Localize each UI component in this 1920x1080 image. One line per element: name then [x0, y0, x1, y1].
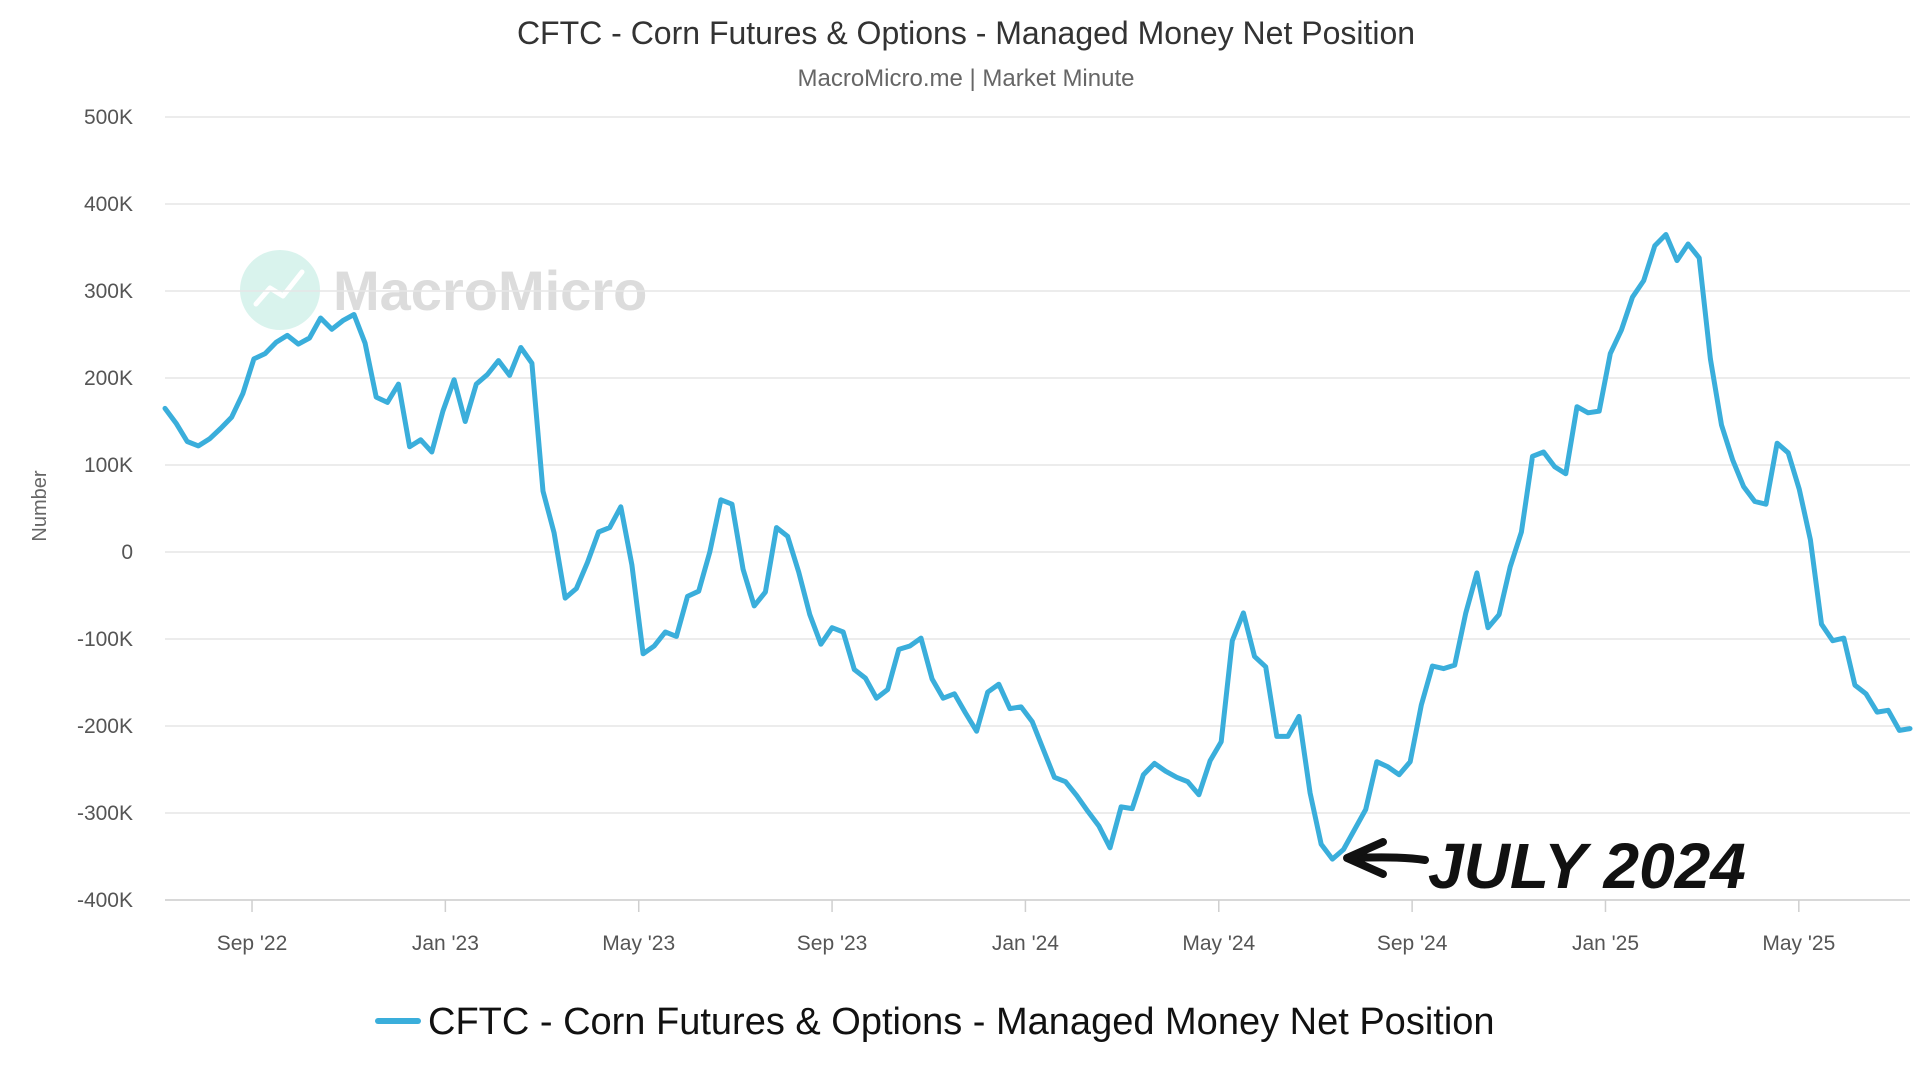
x-tick-label: Sep '24 — [1377, 932, 1448, 955]
y-tick-label: -200K — [77, 715, 133, 738]
x-tick-label: Jan '25 — [1572, 932, 1639, 955]
y-tick-label: 0 — [121, 541, 133, 564]
annotation-july-2024: JULY 2024 — [1343, 830, 1746, 902]
y-axis-ticks: 500K 400K 300K 200K 100K 0 -100K -200K -300K -400… — [77, 106, 133, 912]
legend-label: CFTC - Corn Futures & Options - Managed … — [428, 1001, 1495, 1043]
y-tick-label: 500K — [84, 106, 133, 129]
y-tick-label: 100K — [84, 454, 133, 477]
y-tick-label: -400K — [77, 889, 133, 912]
x-axis-ticks: Sep '22 Jan '23 May '23 Sep '23 Jan '24 May '… — [217, 900, 1835, 955]
annotation-text: JULY 2024 — [1428, 830, 1746, 902]
x-tick-label: May '25 — [1762, 932, 1835, 955]
x-tick-label: Sep '22 — [217, 932, 288, 955]
annotation-arrowhead — [1343, 838, 1387, 878]
watermark: MacroMicro — [240, 250, 647, 330]
x-tick-label: May '23 — [602, 932, 675, 955]
annotation-arrow — [1348, 853, 1429, 864]
chart-trend-icon — [240, 250, 320, 330]
y-axis-label: Number — [29, 470, 51, 541]
x-tick-label: May '24 — [1182, 932, 1255, 955]
x-tick-label: Jan '24 — [992, 932, 1059, 955]
y-tick-label: -100K — [77, 628, 133, 651]
x-tick-label: Sep '23 — [797, 932, 868, 955]
y-tick-label: 300K — [84, 280, 133, 303]
series — [162, 232, 1913, 862]
series-line — [162, 232, 1913, 862]
y-tick-label: -300K — [77, 802, 133, 825]
chart-subtitle: MacroMicro.me | Market Minute — [798, 65, 1135, 92]
legend[interactable]: CFTC - Corn Futures & Options - Managed … — [375, 1001, 1495, 1043]
chart-title: CFTC - Corn Futures & Options - Managed … — [517, 15, 1415, 51]
y-tick-label: 200K — [84, 367, 133, 390]
y-tick-label: 400K — [84, 193, 133, 216]
grid-lines — [165, 116, 1910, 901]
x-tick-label: Jan '23 — [412, 932, 479, 955]
trend-line-icon — [253, 269, 305, 307]
